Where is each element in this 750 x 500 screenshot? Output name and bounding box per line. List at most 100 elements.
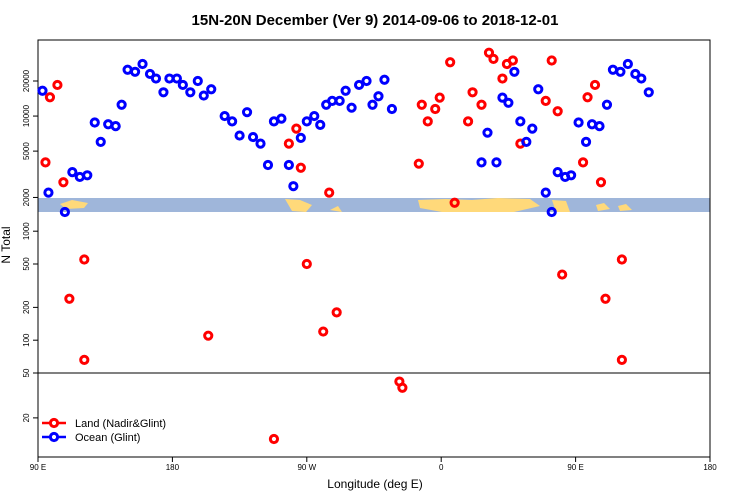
land-point (79, 254, 90, 265)
land-point (430, 103, 441, 115)
ocean-point (601, 99, 613, 110)
ocean-point (137, 58, 148, 70)
land-point (589, 79, 601, 91)
ocean-point (503, 97, 514, 108)
land-point (507, 55, 518, 66)
land-point (331, 307, 342, 318)
land-point (449, 197, 460, 208)
ocean-point (340, 85, 351, 96)
ocean-point (540, 187, 551, 198)
ocean-point (37, 85, 48, 96)
ocean-point (615, 66, 626, 77)
land-point (467, 87, 478, 98)
land-point (40, 157, 51, 168)
ocean-point (262, 159, 274, 171)
land-point (488, 53, 499, 64)
ocean-point (110, 120, 121, 132)
land-point (557, 269, 568, 280)
legend-land-marker (48, 417, 60, 429)
legend-ocean-marker (48, 431, 60, 443)
x-tick-label: 180 (166, 463, 180, 472)
land-point (324, 187, 335, 198)
world-map-band (38, 198, 710, 212)
land-point (79, 354, 90, 365)
land-point (462, 116, 474, 127)
ocean-point (334, 95, 345, 106)
land-point (416, 99, 427, 110)
land-point (582, 92, 593, 103)
y-tick-label: 20 (22, 413, 31, 422)
legend-land-label: Land (Nadir&Glint) (75, 418, 166, 430)
ocean-point (546, 206, 557, 218)
y-tick-label: 100 (22, 333, 31, 347)
ocean-point (234, 130, 245, 141)
ocean-point (144, 68, 156, 80)
data-points (37, 47, 654, 445)
ocean-point (67, 167, 78, 178)
ocean-point (198, 90, 209, 101)
ocean-point (192, 75, 203, 87)
y-tick-label: 2000 (22, 188, 31, 206)
ocean-point (509, 66, 520, 77)
land-point (497, 73, 508, 84)
land-point (540, 95, 551, 106)
ocean-point (89, 117, 100, 128)
ocean-point (59, 206, 70, 218)
land-point (595, 177, 607, 188)
ocean-point (219, 110, 230, 122)
y-tick-label: 50 (22, 368, 31, 377)
ocean-point (283, 159, 294, 171)
chart-title: 15N-20N December (Ver 9) 2014-09-06 to 2… (192, 12, 559, 29)
ocean-point (594, 120, 605, 132)
ocean-point (150, 73, 162, 84)
ocean-point (185, 87, 196, 98)
land-point (397, 382, 408, 393)
ocean-point (552, 167, 563, 178)
y-axis: 2000 5000 10000 20000 50 100 200 500 1000 20 (22, 69, 38, 422)
ocean-point (206, 84, 217, 95)
ocean-point (521, 136, 532, 147)
ocean-point (482, 127, 493, 138)
ocean-point (295, 132, 306, 143)
land-point (476, 99, 487, 110)
x-tick-label: 180 (703, 463, 717, 472)
ocean-point (527, 123, 538, 134)
land-point (58, 177, 69, 188)
ocean-point (177, 79, 188, 91)
y-axis-label: N Total (0, 226, 13, 263)
ocean-point (116, 99, 127, 110)
land-point (291, 123, 302, 134)
ocean-point (171, 73, 182, 84)
land-point (577, 157, 589, 168)
y-tick-label: 20000 (22, 69, 31, 92)
ocean-point (580, 136, 592, 147)
land-point (422, 116, 433, 127)
y-tick-label: 10000 (22, 104, 31, 127)
ocean-point (82, 170, 93, 181)
land-point (483, 47, 495, 58)
land-point (44, 92, 56, 103)
ocean-point (43, 187, 54, 198)
land-point (64, 293, 75, 304)
ocean-point (367, 99, 378, 110)
ocean-point (386, 103, 398, 115)
land-point (301, 258, 312, 270)
ocean-point (227, 116, 238, 127)
ocean-point (315, 119, 326, 130)
land-point (616, 354, 627, 365)
y-tick-label: 500 (22, 257, 31, 271)
y-tick-label: 5000 (22, 142, 31, 160)
ocean-point (566, 170, 577, 181)
ocean-point (255, 138, 266, 149)
ocean-point (276, 113, 287, 124)
ocean-point (497, 92, 508, 103)
land-point (413, 158, 424, 169)
ocean-point (309, 110, 320, 122)
ocean-point (95, 136, 106, 147)
ocean-point (241, 107, 253, 118)
land-point (295, 162, 306, 173)
ocean-point (288, 181, 299, 192)
ocean-point (491, 157, 502, 168)
y-tick-label: 1000 (22, 222, 31, 240)
